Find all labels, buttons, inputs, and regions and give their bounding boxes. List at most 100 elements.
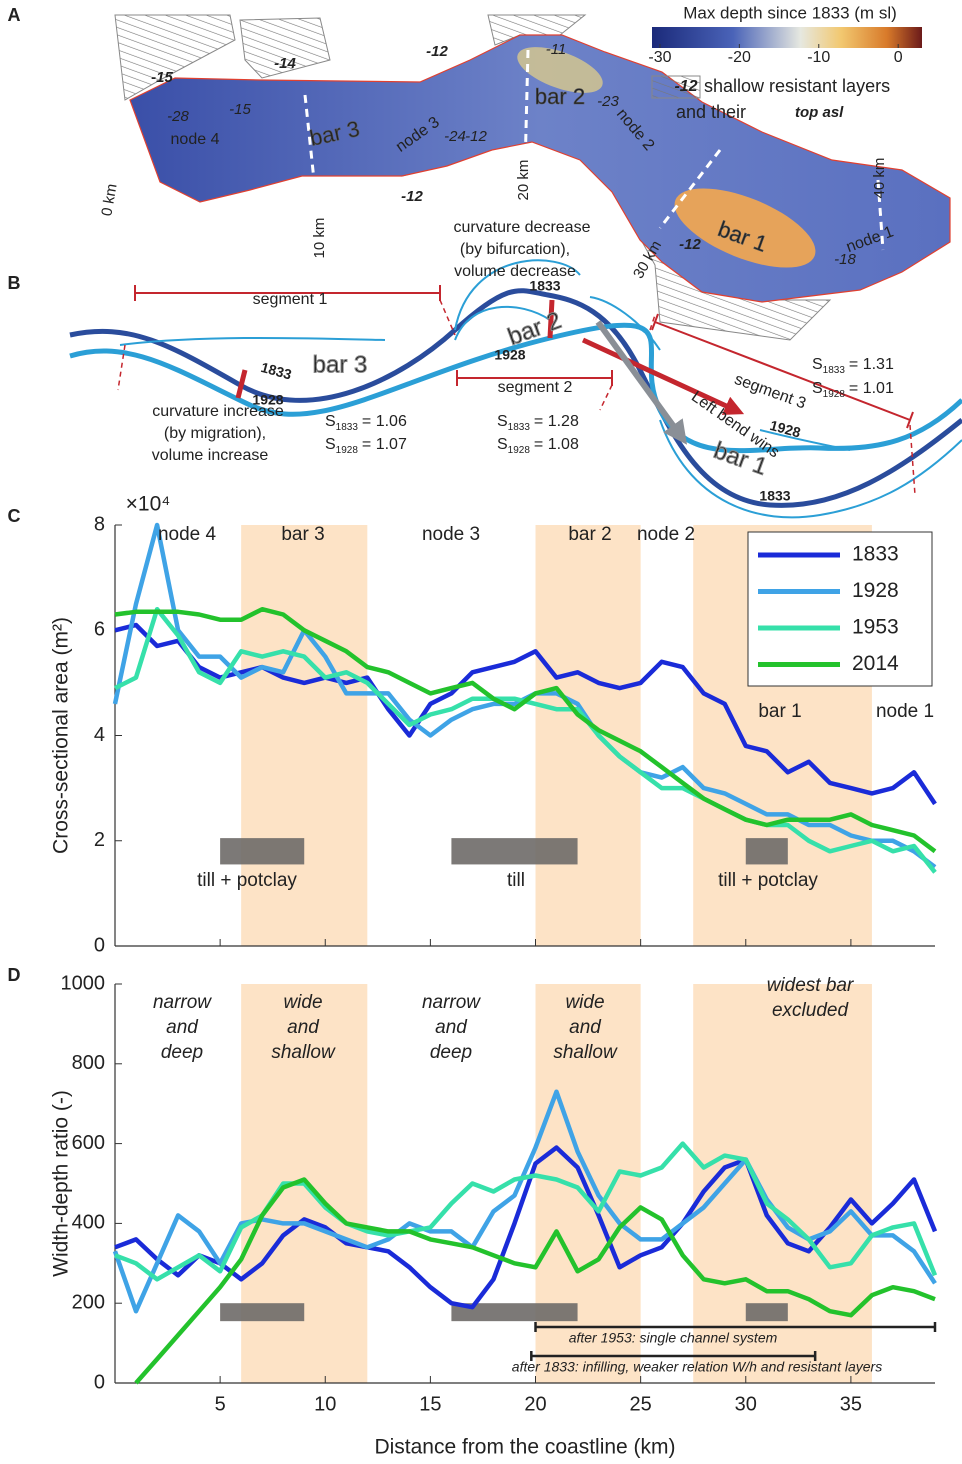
layer-label: till	[507, 870, 525, 891]
region-label: deep	[430, 1042, 472, 1063]
s-symbol: S	[325, 413, 336, 430]
region-label: node 4	[158, 524, 217, 545]
s-rest: = 1.06	[362, 413, 407, 430]
map-label: -14	[274, 55, 296, 72]
x-tick-label: 20	[524, 1393, 546, 1415]
s-year: 1833	[823, 365, 846, 376]
region-label: bar 1	[758, 701, 801, 722]
map-label: 0 km	[98, 182, 120, 217]
s-value: S1928= 1.01	[812, 380, 894, 399]
s-rest: = 1.31	[849, 356, 894, 373]
colorbar-tick-label: 0	[894, 49, 903, 66]
map-label: -12	[426, 43, 448, 60]
diagram-label: volume increase	[152, 447, 269, 464]
x-tick-label: 35	[840, 1393, 862, 1415]
bracket-label: after 1833: infilling, weaker relation W…	[512, 1359, 882, 1375]
diagram-label: 1833	[759, 488, 790, 504]
s-rest: = 1.28	[534, 413, 579, 430]
x-axis-label: Distance from the coastline (km)	[374, 1436, 675, 1459]
diagram-label: (by migration),	[164, 425, 266, 442]
s-symbol: S	[325, 436, 336, 453]
region-label: and	[435, 1017, 468, 1038]
diagram-label: segment 2	[498, 379, 573, 396]
map-label: -15	[229, 101, 251, 118]
s-value: S1833= 1.06	[325, 413, 407, 432]
map-label: node 4	[171, 131, 220, 148]
panel-label: D	[8, 965, 21, 985]
legend-label: 1953	[852, 616, 899, 639]
s-year: 1928	[508, 445, 531, 456]
diagram-label: curvature increase	[152, 403, 284, 420]
map-label: -28	[167, 108, 189, 125]
s-year: 1928	[336, 445, 359, 456]
map-label: -12	[465, 128, 487, 145]
resistant-layer	[220, 1303, 304, 1321]
map-label: -15	[151, 69, 173, 86]
y-axis-label: Cross-sectional area (m²)	[50, 617, 73, 854]
map-label: -11	[546, 41, 567, 58]
y-tick-label: 600	[72, 1132, 105, 1154]
resistant-layer	[746, 1303, 788, 1321]
colorbar-title: Max depth since 1833 (m sl)	[683, 3, 897, 22]
s-year: 1833	[508, 422, 531, 433]
diagram-label: (by bifurcation),	[460, 241, 570, 258]
region-label: narrow	[153, 992, 212, 1013]
s-value: S1833= 1.31	[812, 356, 894, 375]
y-tick-label: 1000	[61, 972, 106, 994]
resistant-layer	[746, 838, 788, 864]
x-tick-label: 5	[215, 1393, 226, 1415]
map-label: 10 km	[311, 218, 328, 259]
legend-text: top asl	[795, 104, 844, 121]
bracket-label: after 1953: single channel system	[569, 1330, 778, 1346]
s-symbol: S	[812, 380, 823, 397]
y-tick-label: 6	[94, 619, 105, 641]
band	[693, 984, 872, 1383]
diagram-label: 1928	[494, 347, 525, 363]
panel-label: A	[8, 5, 21, 25]
s-symbol: S	[497, 413, 508, 430]
map-label: -24	[444, 128, 466, 145]
region-label: and	[166, 1017, 199, 1038]
diagram-label: 1928	[768, 417, 802, 441]
diagram-label: curvature decrease	[454, 219, 591, 236]
s-rest: = 1.01	[849, 380, 894, 397]
region-label: wide	[565, 992, 604, 1013]
legend-sample: -12	[674, 78, 697, 95]
region-label: bar 2	[568, 524, 611, 545]
colorbar-tick-label: -20	[728, 49, 751, 66]
s-value: S1833= 1.28	[497, 413, 579, 432]
region-label: bar 3	[281, 524, 324, 545]
region-label: node 2	[637, 524, 695, 545]
region-label: wide	[283, 992, 322, 1013]
s-year: 1833	[336, 422, 359, 433]
region-label: excluded	[772, 1000, 849, 1021]
legend-label: 1928	[852, 579, 899, 602]
region-label: and	[287, 1017, 320, 1038]
region-label: and	[569, 1017, 602, 1038]
resistant-layer	[451, 838, 577, 864]
region-label: shallow	[271, 1042, 336, 1063]
panel-label: C	[8, 506, 21, 526]
y-multiplier: ×10⁴	[126, 493, 171, 516]
region-label: deep	[161, 1042, 203, 1063]
s-symbol: S	[812, 356, 823, 373]
colorbar	[652, 27, 922, 48]
region-label: shallow	[553, 1042, 618, 1063]
y-axis-label: Width-depth ratio (-)	[50, 1090, 73, 1277]
legend-text: shallow resistant layers	[704, 76, 890, 96]
region-label: node 1	[876, 701, 934, 722]
x-tick-label: 25	[630, 1393, 652, 1415]
diagram-label: bar 3	[313, 351, 368, 378]
layer-label: till + potclay	[197, 870, 297, 891]
x-tick-label: 10	[314, 1393, 336, 1415]
region-label: widest bar	[767, 975, 854, 996]
s-value: S1928= 1.07	[325, 436, 407, 455]
legend-label: 1833	[852, 543, 899, 566]
layer-label: till + potclay	[718, 870, 818, 891]
page: { "panel_a": { "label": "A", "colorbar":…	[0, 0, 962, 1464]
panel-label: B	[8, 273, 21, 293]
y-tick-label: 4	[94, 724, 105, 746]
y-tick-label: 0	[94, 934, 105, 956]
y-tick-label: 800	[72, 1052, 105, 1074]
x-tick-label: 30	[735, 1393, 757, 1415]
